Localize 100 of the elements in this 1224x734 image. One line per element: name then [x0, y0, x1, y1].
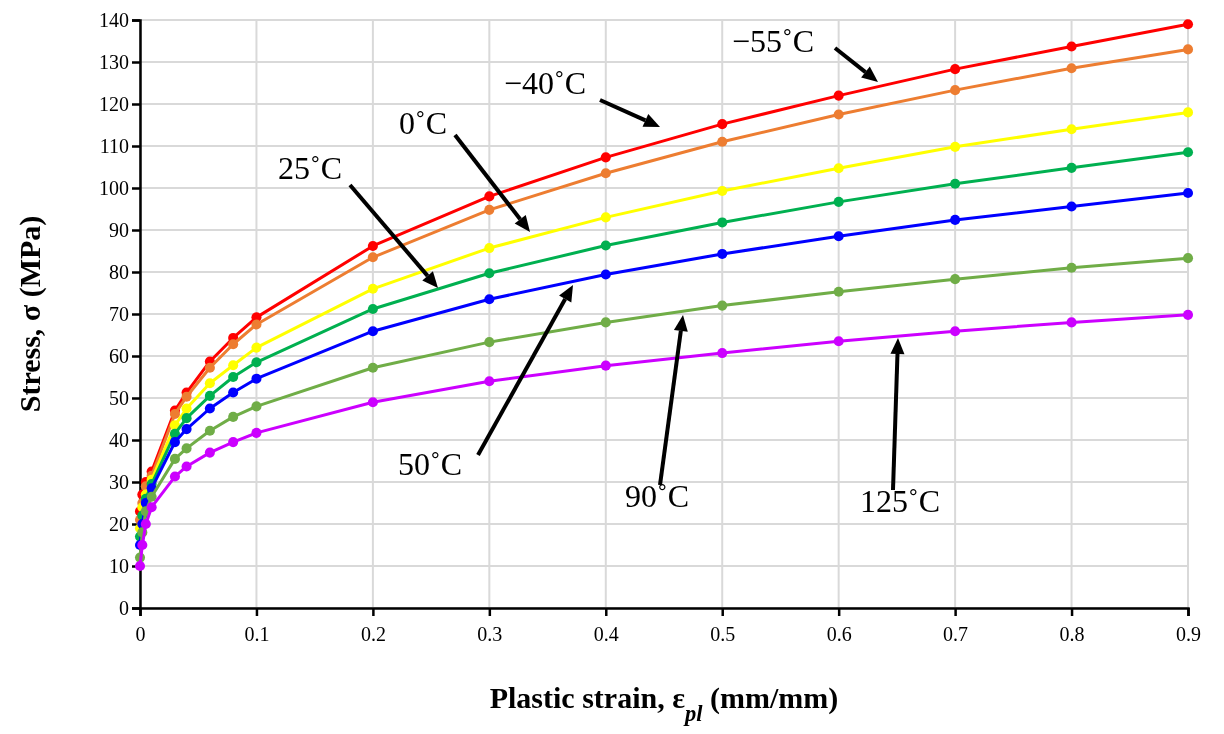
point	[1066, 317, 1077, 328]
annotation: −55˚C	[731, 23, 815, 60]
annotation: 25˚C	[278, 150, 342, 187]
point	[367, 326, 378, 337]
point	[950, 85, 961, 96]
point	[251, 401, 262, 412]
point	[1182, 19, 1194, 30]
annotation: 50˚C	[398, 446, 462, 483]
point	[600, 152, 611, 163]
point	[367, 240, 378, 251]
annotation: 90˚C	[625, 478, 689, 515]
y-tick-label: 10	[109, 554, 129, 577]
point	[134, 560, 146, 572]
y-tick-label: 110	[99, 134, 129, 157]
point	[251, 373, 262, 384]
point	[367, 362, 378, 373]
y-tick-label: 120	[99, 92, 129, 115]
x-tick-label: 0.1	[244, 623, 270, 645]
x-axis-title: Plastic strain, ε$_{pl}$ (mm/mm)	[489, 681, 839, 726]
point	[950, 178, 961, 189]
y-tick-label: 30	[109, 470, 129, 493]
point	[1066, 262, 1077, 273]
point	[950, 141, 961, 152]
point	[717, 185, 728, 196]
point	[204, 390, 215, 401]
point	[367, 303, 378, 314]
point	[1066, 63, 1077, 74]
annotation: 0˚C	[399, 105, 447, 142]
point	[367, 283, 378, 294]
point	[1066, 162, 1077, 173]
point	[204, 447, 215, 458]
x-tick-label: 0.5	[710, 623, 736, 645]
point	[204, 362, 215, 373]
y-tick-label: 100	[99, 176, 129, 199]
point	[1066, 201, 1077, 212]
point	[950, 214, 961, 225]
point	[181, 424, 192, 435]
point	[717, 119, 728, 130]
y-tick-label: 130	[99, 50, 129, 73]
point	[1182, 253, 1194, 264]
point	[146, 502, 157, 513]
point	[146, 491, 157, 502]
x-tick-label: 0.6	[826, 623, 852, 645]
point	[600, 269, 611, 280]
point	[600, 168, 611, 179]
point	[717, 248, 728, 259]
point	[833, 109, 844, 120]
point	[484, 204, 495, 215]
point	[228, 411, 239, 422]
point	[169, 471, 180, 482]
point	[717, 136, 728, 147]
point	[1182, 309, 1194, 320]
point	[950, 326, 961, 337]
point	[204, 378, 215, 389]
point	[833, 163, 844, 174]
point	[833, 231, 844, 242]
y-tick-label: 40	[109, 428, 129, 451]
point	[204, 425, 215, 436]
point	[833, 286, 844, 297]
point	[367, 252, 378, 263]
point	[251, 319, 262, 330]
y-axis-title: Stress, σ (MPa)	[13, 215, 47, 413]
y-tick-label: 80	[109, 260, 129, 283]
point	[484, 191, 495, 202]
y-tick-label: 50	[109, 386, 129, 409]
point	[717, 348, 728, 359]
point	[1182, 147, 1194, 158]
x-tick-label: 0.4	[593, 623, 619, 645]
x-tick-label: 0.9	[1176, 623, 1201, 645]
point	[484, 268, 495, 279]
x-tick-label: 0.3	[477, 623, 503, 645]
point	[181, 461, 192, 472]
point	[717, 217, 728, 228]
point	[181, 391, 192, 402]
y-tick-label: 60	[109, 344, 129, 367]
x-tick-label: 0	[135, 623, 146, 645]
annotation: 125˚C	[860, 483, 940, 520]
point	[484, 294, 495, 305]
point	[833, 90, 844, 101]
x-tick-label: 0.2	[360, 623, 386, 645]
point	[600, 212, 611, 223]
x-tick-label: 0.7	[943, 623, 969, 645]
point	[181, 443, 192, 454]
point	[228, 387, 239, 398]
point	[169, 453, 180, 464]
point	[1182, 107, 1194, 118]
point	[1066, 41, 1077, 52]
point	[169, 437, 180, 448]
point	[717, 300, 728, 311]
point	[204, 403, 215, 414]
point	[600, 360, 611, 371]
point	[950, 274, 961, 285]
y-tick-label: 0	[119, 596, 129, 619]
point	[1182, 44, 1194, 55]
point	[228, 371, 239, 383]
point	[833, 196, 844, 207]
point	[228, 339, 239, 350]
point	[228, 360, 239, 371]
point	[251, 357, 262, 368]
point	[1182, 188, 1194, 199]
